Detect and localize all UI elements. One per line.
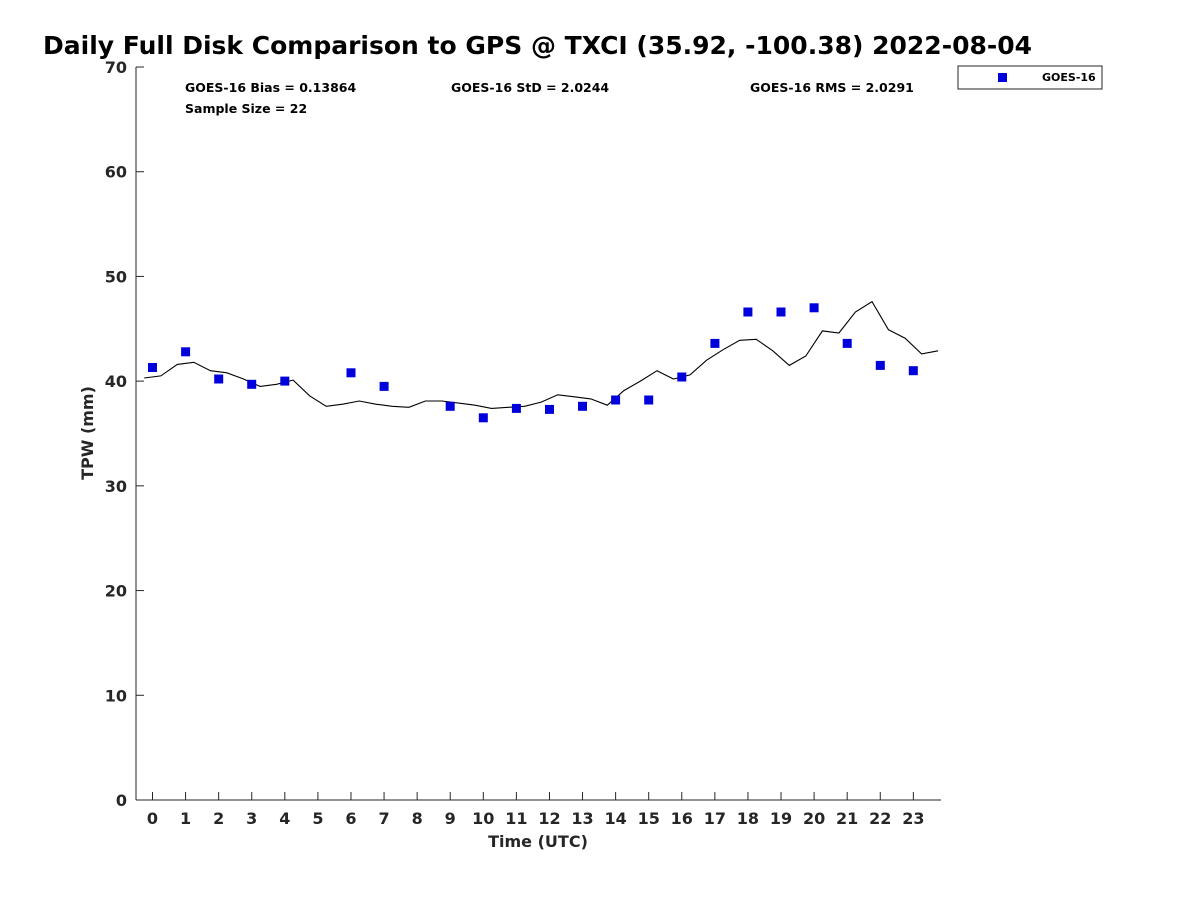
goes16-point (809, 303, 819, 313)
goes16-point (776, 307, 786, 317)
legend-marker-goes16 (998, 73, 1007, 82)
goes16-point (445, 401, 455, 411)
std-stat: GOES-16 StD = 2.0244 (451, 80, 609, 95)
goes16-point (214, 374, 224, 384)
x-tick-label: 5 (312, 809, 323, 828)
x-tick-label: 20 (803, 809, 825, 828)
x-tick-label: 8 (412, 809, 423, 828)
goes16-point (842, 338, 852, 348)
x-tick-label: 9 (445, 809, 456, 828)
goes16-point (148, 363, 157, 372)
series-layer (144, 300, 939, 423)
goes16-point (247, 379, 257, 389)
goes16-point (743, 307, 753, 317)
sample-size-stat: Sample Size = 22 (185, 101, 307, 116)
legend: GOES-16 (957, 65, 1103, 90)
x-tick-label: 23 (902, 809, 924, 828)
goes16-point (478, 413, 488, 423)
y-axis-label: TPW (mm) (78, 386, 97, 480)
x-tick-label: 4 (279, 809, 290, 828)
x-tick-label: 12 (538, 809, 560, 828)
legend-label-goes16: GOES-16 (1042, 71, 1096, 84)
x-tick-label: 22 (869, 809, 891, 828)
x-tick-label: 1 (180, 809, 191, 828)
x-tick-label: 15 (638, 809, 660, 828)
goes16-point (545, 404, 554, 414)
y-tick-label: 20 (105, 582, 127, 601)
x-tick-label: 11 (505, 809, 527, 828)
x-tick-label: 19 (770, 809, 792, 828)
x-tick-label: 17 (704, 809, 726, 828)
x-tick-label: 10 (472, 809, 494, 828)
x-axis-ticks: 0 1 2 3 4 5 6 7 8 9 10 11 12 13 14 15 16 17 18 19 20 21 22 23 (147, 792, 924, 828)
x-tick-label: 0 (147, 809, 158, 828)
goes16-point (644, 395, 654, 405)
y-axis-ticks: 0 10 20 30 40 50 60 70 (105, 58, 144, 810)
legend-box (957, 65, 1103, 90)
goes16-point (611, 395, 621, 405)
x-axis-label: Time (UTC) (488, 832, 588, 851)
goes16-point (677, 372, 687, 382)
x-tick-label: 7 (378, 809, 389, 828)
goes16-point (511, 403, 521, 413)
rms-stat: GOES-16 RMS = 2.0291 (750, 80, 914, 95)
y-tick-label: 40 (105, 372, 127, 391)
x-tick-label: 14 (604, 809, 626, 828)
x-tick-label: 3 (246, 809, 257, 828)
x-tick-label: 18 (737, 809, 759, 828)
y-tick-label: 10 (105, 686, 127, 705)
gps-tpw-line (144, 300, 939, 409)
x-tick-label: 21 (836, 809, 858, 828)
goes16-point (908, 366, 918, 376)
x-tick-label: 2 (213, 809, 224, 828)
goes16-point (280, 376, 290, 386)
y-tick-label: 60 (105, 163, 127, 182)
y-tick-label: 50 (105, 267, 127, 286)
bias-stat: GOES-16 Bias = 0.13864 (185, 80, 356, 95)
x-tick-label: 13 (571, 809, 593, 828)
y-tick-label: 0 (116, 791, 127, 810)
chart-title: Daily Full Disk Comparison to GPS @ TXCI… (43, 31, 1032, 60)
goes16-point (181, 347, 191, 357)
y-tick-label: 70 (105, 58, 127, 77)
goes16-point (710, 338, 720, 348)
goes16-point (346, 368, 356, 378)
goes16-point (578, 401, 587, 411)
goes16-point (379, 381, 389, 391)
x-tick-label: 16 (671, 809, 693, 828)
x-tick-label: 6 (345, 809, 356, 828)
y-tick-label: 30 (105, 477, 127, 496)
plot-background (136, 67, 941, 800)
goes16-point (875, 360, 885, 370)
